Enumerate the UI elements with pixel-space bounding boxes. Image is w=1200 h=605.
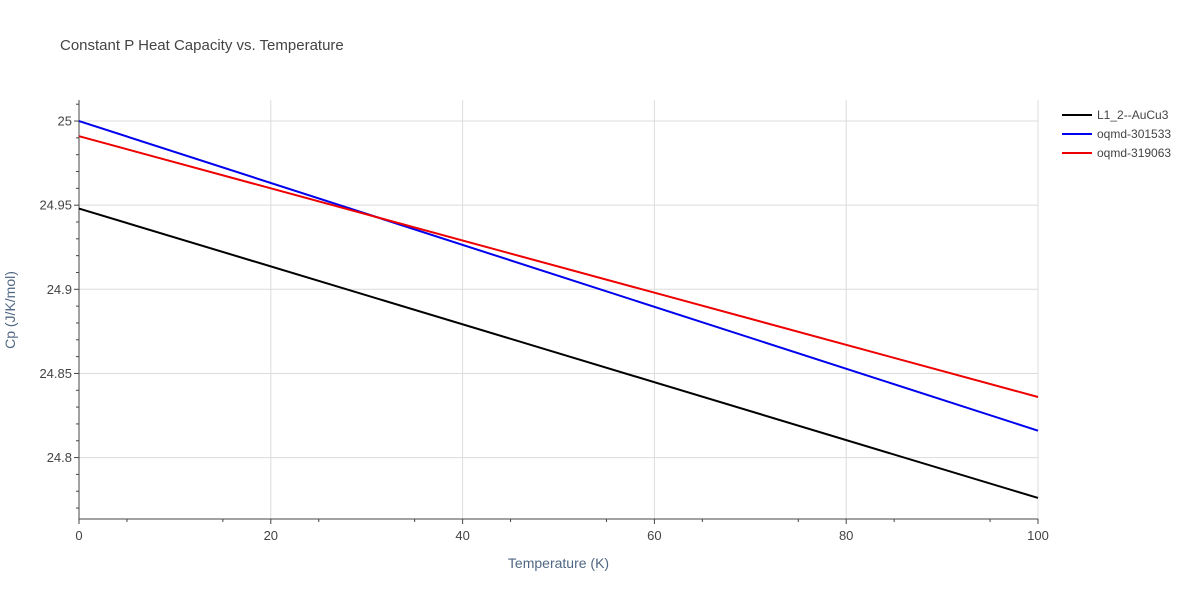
axes: 0 20 40 60 80 100 24.8 24.85 24.9 24.95 25: [39, 100, 1049, 543]
y-tick-label: 24.95: [39, 198, 72, 213]
y-tick-label: 24.9: [47, 282, 72, 297]
x-tick-label: 60: [647, 528, 661, 543]
chart-title: Constant P Heat Capacity vs. Temperature: [60, 37, 344, 54]
y-tick-label: 24.85: [39, 366, 72, 381]
x-tick-label: 0: [75, 528, 82, 543]
y-tick-label: 24.8: [47, 450, 72, 465]
series-lines: [78, 120, 1039, 499]
legend-label: oqmd-319063: [1097, 146, 1171, 160]
x-tick-label: 80: [839, 528, 853, 543]
x-tick-label: 100: [1027, 528, 1049, 543]
y-axis-title: Cp (J/K/mol): [2, 271, 18, 349]
series-line: [78, 135, 1039, 398]
series-line: [78, 207, 1039, 499]
y-tick-label: 25: [58, 114, 72, 129]
legend-label: oqmd-301533: [1097, 127, 1171, 141]
grid: [79, 100, 1039, 519]
legend-label: L1_2--AuCu3: [1097, 108, 1169, 122]
x-tick-label: 20: [264, 528, 278, 543]
x-tick-label: 40: [455, 528, 469, 543]
legend: L1_2--AuCu3 oqmd-301533 oqmd-319063: [1062, 108, 1171, 160]
x-axis-title: Temperature (K): [508, 555, 609, 571]
series-line: [78, 120, 1039, 432]
